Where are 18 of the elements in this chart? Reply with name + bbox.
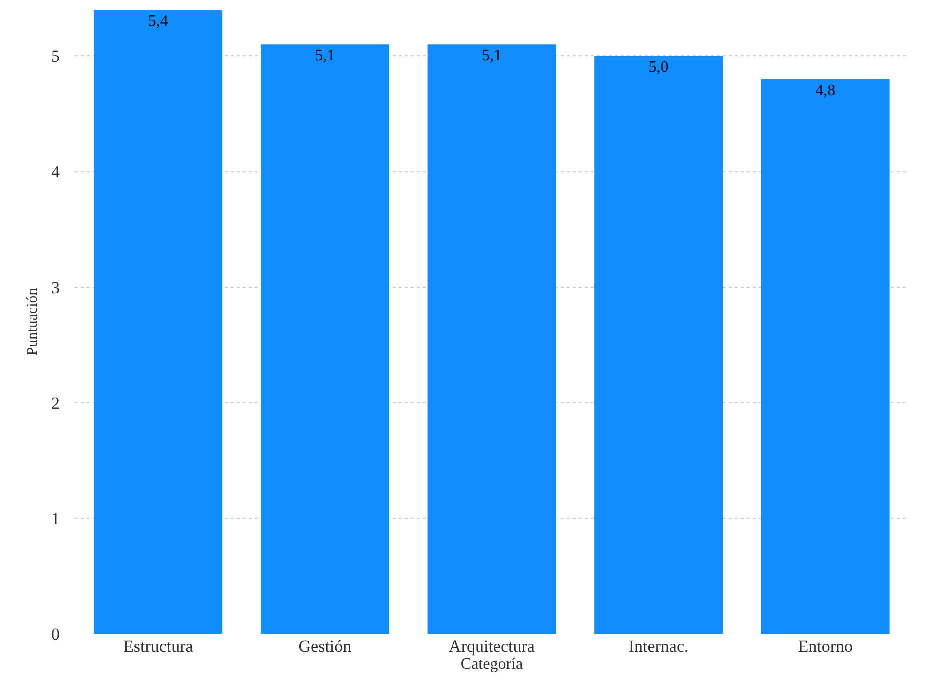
y-tick-label: 1 (52, 509, 60, 528)
y-tick-label: 5 (52, 47, 60, 66)
y-tick-label: 3 (52, 278, 60, 298)
data-label: 5,1 (315, 48, 336, 65)
x-tick-label: Entorno (798, 637, 853, 656)
y-axis-title: Puntuación (24, 288, 41, 356)
data-label: 5,1 (482, 48, 502, 65)
data-label: 5,4 (148, 13, 168, 30)
y-tick-label: 4 (52, 162, 60, 182)
data-label: 5,0 (648, 59, 669, 76)
data-label: 4,8 (816, 82, 836, 100)
x-tick-label: Internac. (628, 637, 689, 656)
x-tick-label: Estructura (123, 637, 194, 656)
x-tick-label: Gestión (298, 637, 352, 656)
x-tick-label: Arquitectura (449, 637, 536, 656)
y-tick-label: 2 (52, 394, 60, 413)
x-axis-title: Categoría (460, 656, 524, 673)
y-tick-label: 0 (52, 624, 60, 644)
